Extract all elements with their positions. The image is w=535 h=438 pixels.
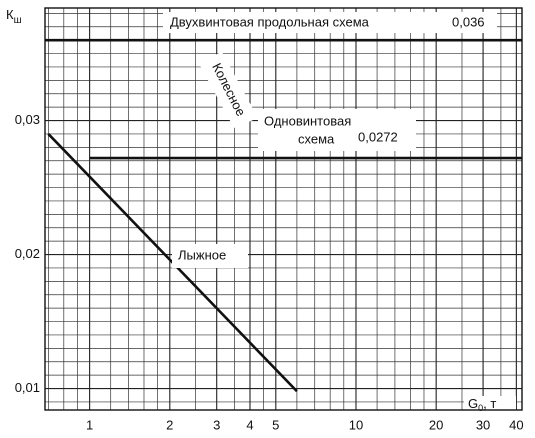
- x-label-sub: 0: [478, 403, 483, 413]
- x-tick-label: 3: [213, 417, 220, 432]
- label-box: [258, 109, 416, 151]
- x-axis-label: G0, т: [468, 396, 496, 413]
- label-box: [198, 52, 258, 128]
- label-box: [464, 396, 516, 416]
- x-tick-label: 5: [272, 417, 279, 432]
- x-label-tail: , т: [483, 396, 496, 411]
- x-tick-label: 1: [86, 417, 93, 432]
- x-tick-label: 20: [429, 417, 443, 432]
- y-label-main: К: [6, 7, 14, 22]
- annotation: 0,0272: [358, 129, 398, 144]
- annotation: Одновинтовая: [264, 113, 351, 128]
- annotation: Двухвинтовая продольная схема: [170, 14, 370, 29]
- annotation: 0,036: [452, 14, 485, 29]
- y-tick-label: 0,03: [15, 112, 40, 127]
- x-tick-label: 40: [509, 417, 523, 432]
- label-box: [163, 12, 497, 33]
- y-tick-label: 0,01: [15, 380, 40, 395]
- label-box: [172, 244, 248, 268]
- plot-frame: [44, 7, 523, 411]
- annotation: Лыжное: [178, 247, 226, 262]
- x-tick-label: 4: [246, 417, 253, 432]
- lines: [45, 38, 522, 393]
- annotation: схема: [298, 131, 335, 146]
- x-tick-label: 30: [476, 417, 490, 432]
- x-tick-label: 2: [166, 417, 173, 432]
- grid: [45, 8, 522, 410]
- y-tick-label: 0,02: [15, 246, 40, 261]
- x-tick-label: 10: [349, 417, 363, 432]
- y-axis-label: Кш: [6, 7, 22, 25]
- y-label-sub: ш: [14, 15, 22, 26]
- label-boxes: [163, 12, 516, 416]
- x-label-main: G: [468, 396, 478, 411]
